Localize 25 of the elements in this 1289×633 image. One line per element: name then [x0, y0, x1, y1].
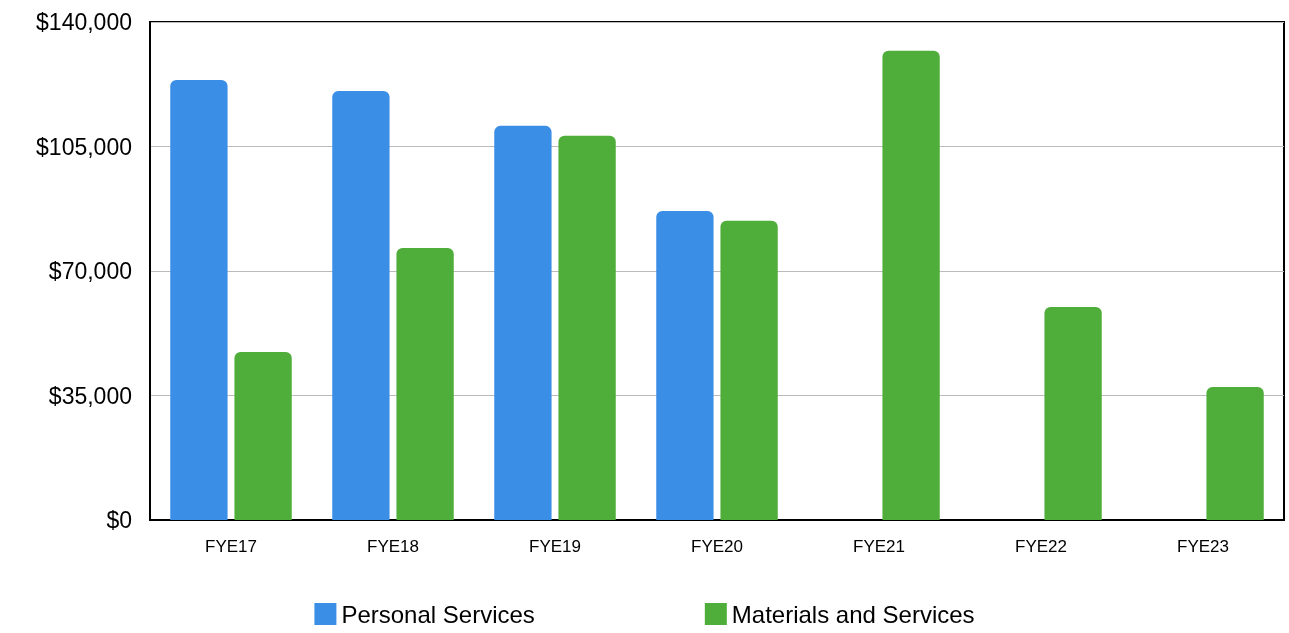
x-tick-label: FYE17	[205, 537, 257, 556]
y-tick-label: $105,000	[36, 133, 132, 160]
bar	[1206, 386, 1264, 520]
x-tick-label: FYE22	[1015, 537, 1067, 556]
bar	[720, 220, 778, 520]
legend-label: Materials and Services	[731, 600, 975, 628]
bar	[494, 125, 552, 520]
y-tick-label: $140,000	[36, 9, 132, 35]
bar	[882, 50, 940, 520]
y-tick-label: $35,000	[48, 382, 132, 409]
bar	[332, 91, 390, 520]
legend-label: Personal Services	[341, 600, 535, 628]
bar	[170, 79, 228, 520]
bar	[1044, 306, 1102, 520]
bar	[558, 135, 616, 520]
bar	[396, 247, 454, 520]
x-tick-label: FYE19	[529, 537, 581, 556]
bar	[234, 352, 292, 520]
y-tick-label: $0	[106, 507, 132, 533]
x-tick-label: FYE20	[691, 537, 743, 556]
bar	[656, 210, 714, 520]
x-tick-label: FYE21	[853, 537, 905, 556]
x-tick-label: FYE18	[367, 537, 419, 556]
y-tick-label: $70,000	[48, 258, 132, 284]
x-tick-label: FYE23	[1177, 537, 1229, 556]
